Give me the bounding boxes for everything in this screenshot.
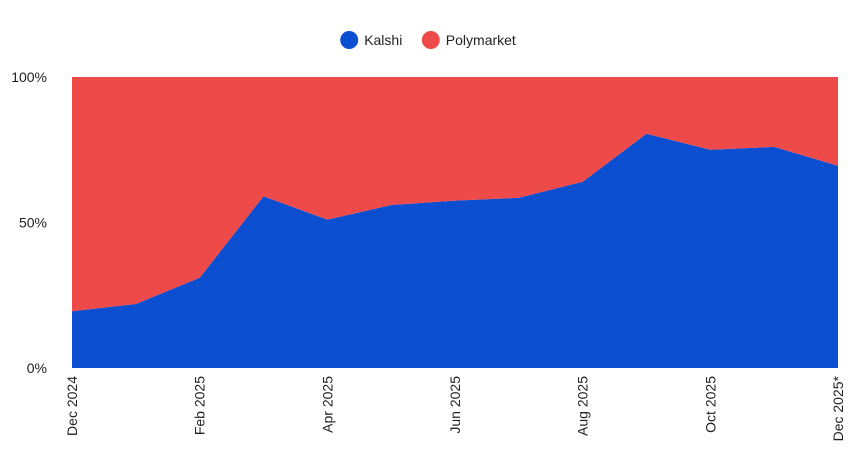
y-tick-label: 0%	[27, 360, 47, 376]
legend: Kalshi Polymarket	[340, 31, 516, 49]
x-tick-label: Oct 2025	[702, 376, 718, 433]
legend-swatch-kalshi	[340, 31, 359, 49]
x-tick-label: Dec 2024	[64, 376, 80, 436]
legend-swatch-polymarket	[421, 31, 440, 49]
x-tick-label: Feb 2025	[192, 376, 208, 435]
area-kalshi	[72, 133, 838, 368]
x-axis: Dec 2024 Feb 2025 Apr 2025 Jun 2025 Aug 2025…	[64, 375, 846, 441]
plot-area	[72, 77, 838, 368]
x-tick-label: Apr 2025	[319, 376, 335, 433]
y-axis: 0% 50% 100%	[11, 69, 47, 376]
x-tick-label: Dec 2025*	[830, 375, 846, 441]
x-tick-label: Aug 2025	[575, 376, 591, 436]
y-tick-label: 100%	[11, 69, 47, 85]
x-tick-label: Jun 2025	[447, 376, 463, 434]
area-polymarket	[72, 77, 838, 312]
y-tick-label: 50%	[19, 215, 47, 231]
legend-label-kalshi: Kalshi	[364, 32, 402, 48]
legend-label-polymarket: Polymarket	[446, 32, 516, 48]
